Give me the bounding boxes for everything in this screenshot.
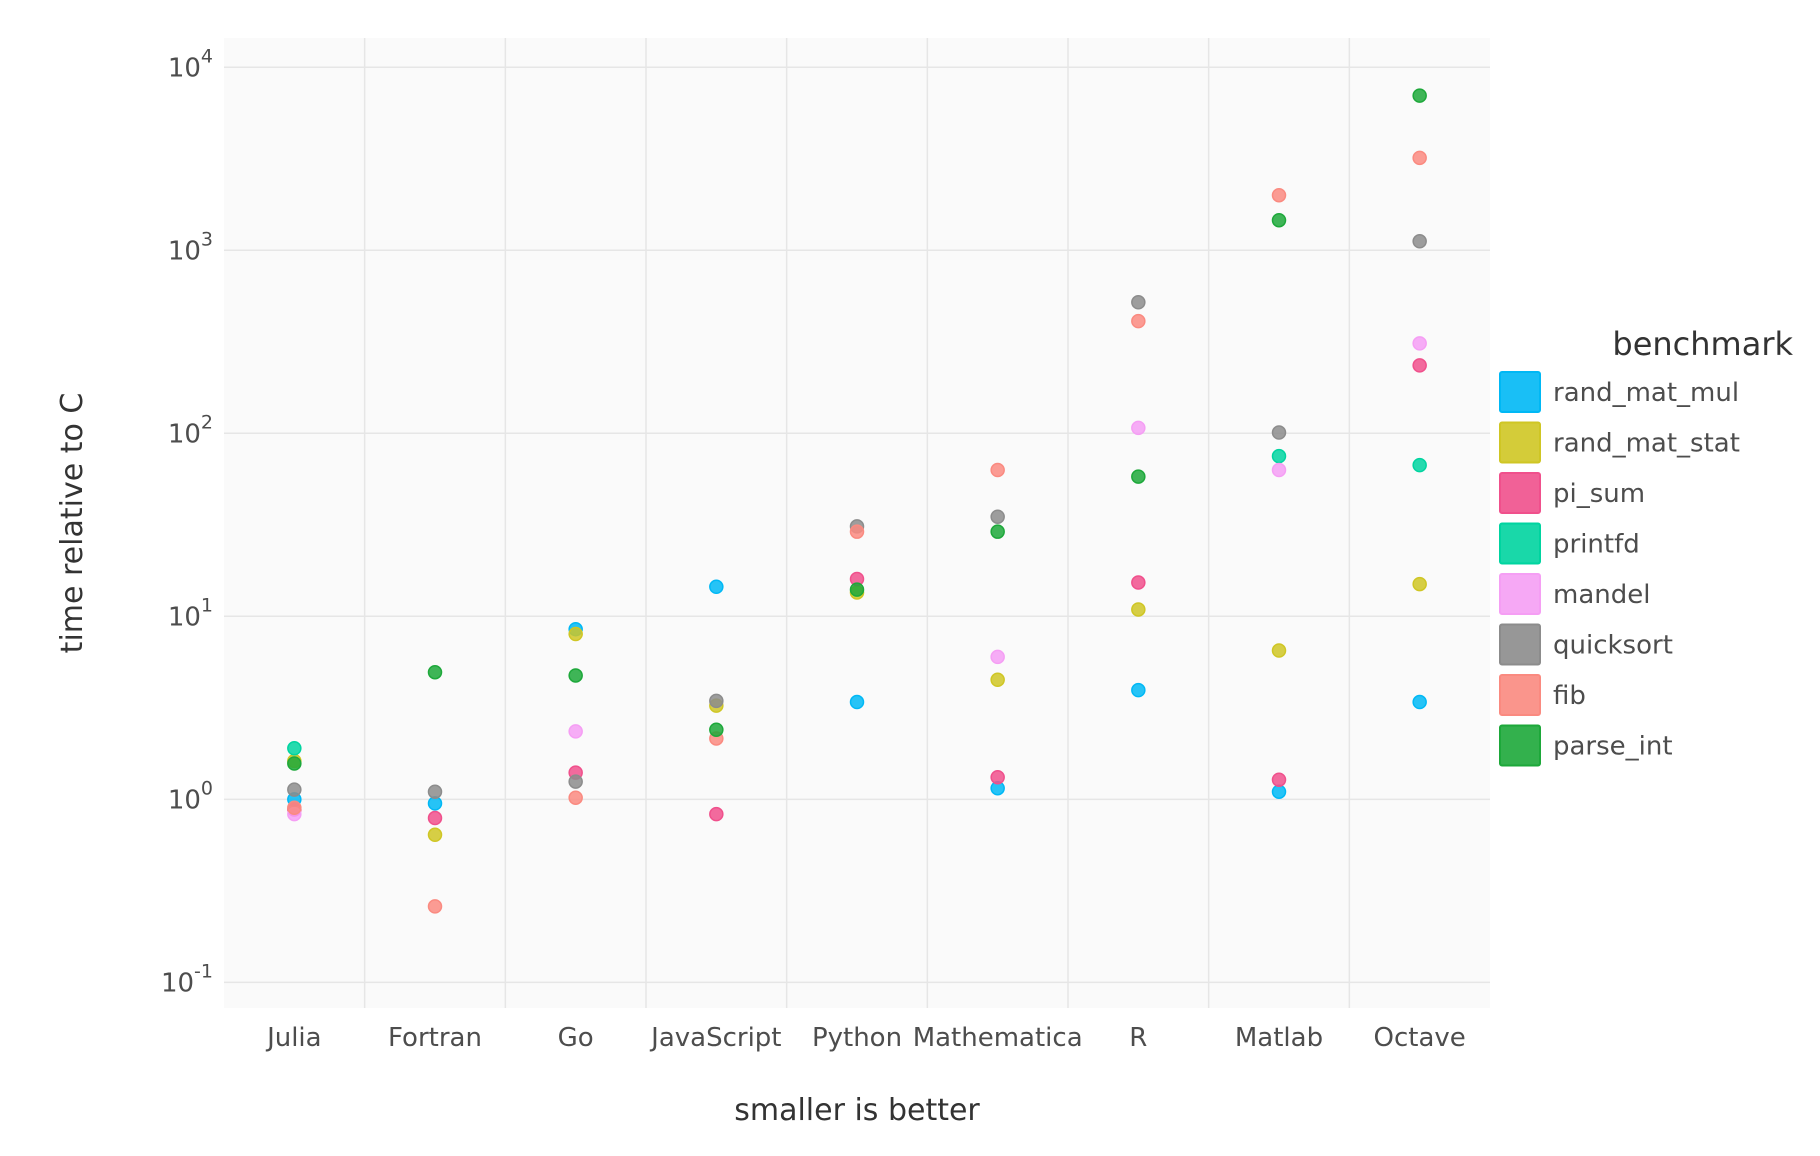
point-pi_sum xyxy=(990,770,1005,785)
point-parse_int xyxy=(849,582,865,597)
point-pi_sum xyxy=(709,806,724,822)
point-quicksort xyxy=(990,509,1005,524)
legend-label-fib: fib xyxy=(1553,681,1586,711)
y-tick-label: 100 xyxy=(168,777,213,815)
point-rand_mat_mul xyxy=(1271,784,1287,799)
point-quicksort xyxy=(287,782,302,797)
legend-label-pi_sum: pi_sum xyxy=(1553,479,1645,509)
x-tick-label: Julia xyxy=(265,1023,322,1053)
point-mandel xyxy=(1412,336,1427,351)
x-tick-labels: Julia Fortran Go JavaScript Python Mathematic… xyxy=(265,1023,1466,1053)
x-axis-title: smaller is better xyxy=(734,1093,980,1128)
x-tick-label: Mathematica xyxy=(913,1023,1083,1053)
y-tick-label: 104 xyxy=(168,45,213,83)
legend-title: benchmark xyxy=(1612,325,1793,363)
y-tick-label: 103 xyxy=(168,228,213,266)
legend-swatch-printfd xyxy=(1499,522,1541,565)
legend-label-printfd: printfd xyxy=(1553,530,1640,560)
legend-label-mandel: mandel xyxy=(1553,580,1650,610)
legend-label-quicksort: quicksort xyxy=(1553,631,1673,661)
point-mandel xyxy=(1271,462,1287,478)
point-printfd xyxy=(1271,448,1287,464)
legend-swatch-quicksort xyxy=(1499,623,1541,666)
point-pi_sum xyxy=(1412,358,1427,373)
point-printfd xyxy=(287,741,302,756)
y-tick-labels: 10-1 100 101 102 103 104 xyxy=(161,45,213,998)
x-tick-label: Matlab xyxy=(1235,1023,1323,1053)
data-points xyxy=(287,88,1427,914)
point-parse_int xyxy=(568,668,583,683)
x-tick-label: Python xyxy=(812,1023,902,1053)
point-fib xyxy=(1412,150,1427,166)
point-rand_mat_stat xyxy=(1131,602,1146,617)
point-rand_mat_mul xyxy=(709,579,724,595)
point-fib xyxy=(427,899,443,914)
point-rand_mat_stat xyxy=(1412,576,1427,592)
point-quicksort xyxy=(568,774,583,789)
point-quicksort xyxy=(1131,295,1146,310)
point-fib xyxy=(287,800,302,815)
point-quicksort xyxy=(709,693,724,709)
point-fib xyxy=(568,790,583,805)
legend-swatch-rand_mat_stat xyxy=(1499,421,1541,464)
legend: benchmark rand_mat_mul rand_mat_stat pi_su… xyxy=(1499,325,1793,767)
point-quicksort xyxy=(427,784,443,799)
point-rand_mat_stat xyxy=(427,827,443,843)
point-rand_mat_mul xyxy=(1131,682,1146,698)
x-tick-label: R xyxy=(1129,1023,1147,1053)
x-tick-label: Octave xyxy=(1374,1023,1466,1053)
point-parse_int xyxy=(709,722,724,737)
legend-swatch-fib xyxy=(1499,674,1541,716)
legend-swatch-rand_mat_mul xyxy=(1499,371,1541,413)
point-parse_int xyxy=(1271,212,1287,228)
grid-lines xyxy=(224,38,1490,1008)
point-fib xyxy=(849,524,865,539)
point-parse_int xyxy=(287,756,302,771)
legend-label-rand_mat_stat: rand_mat_stat xyxy=(1553,429,1740,459)
point-mandel xyxy=(568,724,583,739)
point-fib xyxy=(990,462,1005,478)
point-rand_mat_mul xyxy=(849,694,865,710)
point-pi_sum xyxy=(1271,772,1287,787)
legend-swatch-mandel xyxy=(1499,573,1541,615)
y-axis-title: time relative to C xyxy=(55,393,90,654)
y-tick-label: 101 xyxy=(168,594,213,632)
legend-label-rand_mat_mul: rand_mat_mul xyxy=(1553,378,1739,408)
point-mandel xyxy=(1131,420,1146,436)
point-rand_mat_mul xyxy=(1412,694,1427,710)
point-pi_sum xyxy=(427,810,443,826)
legend-label-parse_int: parse_int xyxy=(1553,732,1673,762)
point-parse_int xyxy=(1412,88,1427,103)
point-rand_mat_stat xyxy=(1271,643,1287,658)
point-parse_int xyxy=(990,524,1005,539)
point-rand_mat_stat xyxy=(568,626,583,642)
x-tick-label: JavaScript xyxy=(649,1023,781,1053)
point-rand_mat_stat xyxy=(990,672,1005,688)
point-fib xyxy=(1271,187,1287,203)
x-tick-label: Fortran xyxy=(388,1023,482,1053)
point-fib xyxy=(1131,313,1146,329)
point-pi_sum xyxy=(1131,575,1146,590)
y-tick-label: 10-1 xyxy=(161,960,213,998)
point-quicksort xyxy=(1271,425,1287,440)
point-parse_int xyxy=(427,664,443,680)
legend-swatch-pi_sum xyxy=(1499,472,1541,514)
legend-swatch-parse_int xyxy=(1499,724,1541,767)
y-tick-label: 102 xyxy=(168,411,213,449)
point-mandel xyxy=(990,649,1005,665)
x-tick-label: Go xyxy=(558,1023,594,1053)
point-printfd xyxy=(1412,457,1427,473)
point-parse_int xyxy=(1131,469,1146,484)
point-quicksort xyxy=(1412,234,1427,249)
